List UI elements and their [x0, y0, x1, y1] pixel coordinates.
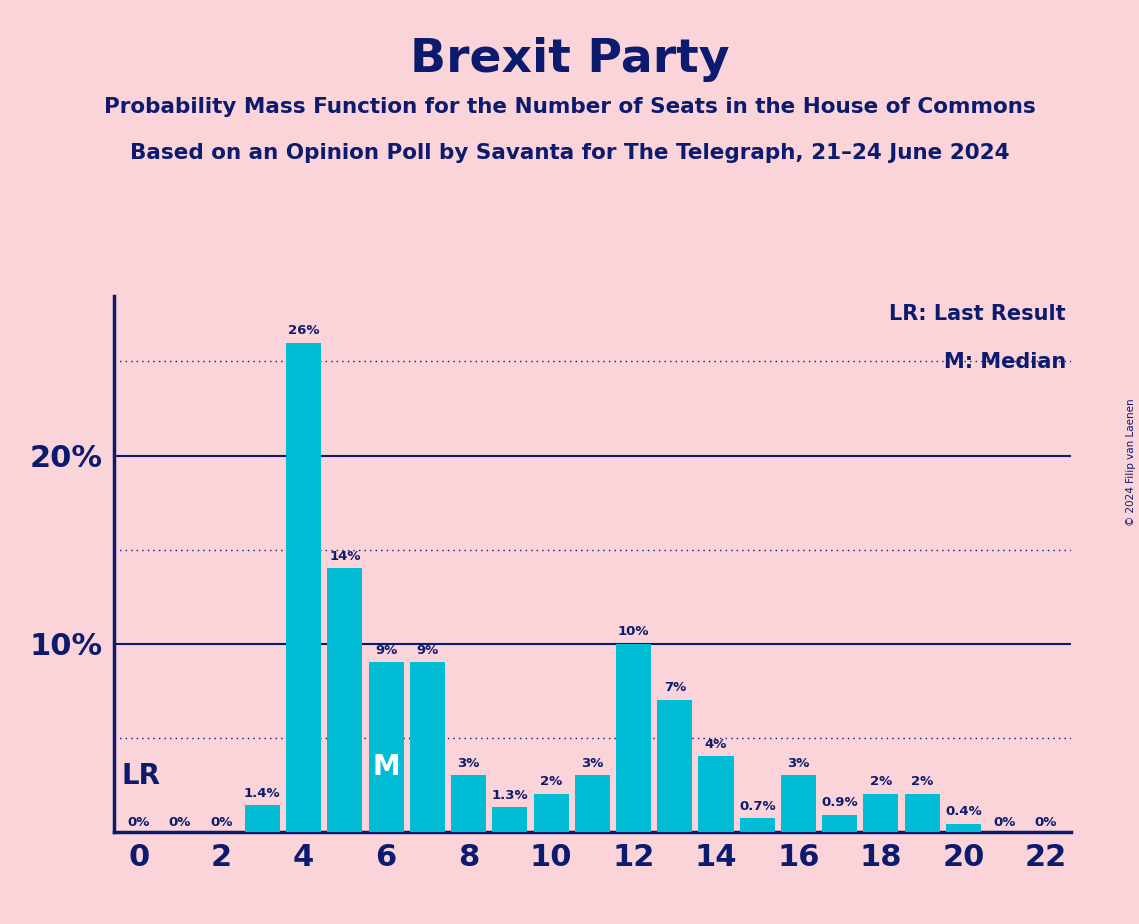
- Text: 9%: 9%: [416, 644, 439, 657]
- Text: Brexit Party: Brexit Party: [410, 37, 729, 82]
- Bar: [945, 824, 981, 832]
- Bar: [492, 808, 527, 832]
- Text: 7%: 7%: [664, 681, 686, 694]
- Text: 0%: 0%: [993, 816, 1016, 829]
- Text: 10%: 10%: [617, 625, 649, 638]
- Text: Based on an Opinion Poll by Savanta for The Telegraph, 21–24 June 2024: Based on an Opinion Poll by Savanta for …: [130, 143, 1009, 164]
- Text: 1.4%: 1.4%: [244, 786, 280, 799]
- Text: 3%: 3%: [787, 757, 810, 770]
- Bar: [410, 663, 445, 832]
- Text: 9%: 9%: [375, 644, 398, 657]
- Bar: [904, 794, 940, 832]
- Text: 0.9%: 0.9%: [821, 796, 858, 809]
- Bar: [822, 815, 858, 832]
- Text: LR: Last Result: LR: Last Result: [890, 304, 1066, 323]
- Bar: [863, 794, 899, 832]
- Text: 0.4%: 0.4%: [945, 806, 982, 819]
- Bar: [781, 775, 816, 832]
- Text: Probability Mass Function for the Number of Seats in the House of Commons: Probability Mass Function for the Number…: [104, 97, 1035, 117]
- Text: 0%: 0%: [128, 816, 150, 829]
- Text: 1.3%: 1.3%: [492, 788, 528, 801]
- Bar: [533, 794, 568, 832]
- Text: 2%: 2%: [870, 775, 892, 788]
- Text: 0%: 0%: [210, 816, 232, 829]
- Text: M: Median: M: Median: [943, 352, 1066, 372]
- Text: 14%: 14%: [329, 550, 361, 563]
- Bar: [698, 757, 734, 832]
- Bar: [369, 663, 403, 832]
- Bar: [616, 643, 652, 832]
- Bar: [657, 700, 693, 832]
- Text: 2%: 2%: [911, 775, 933, 788]
- Text: LR: LR: [122, 762, 161, 790]
- Text: 3%: 3%: [458, 757, 480, 770]
- Bar: [451, 775, 486, 832]
- Text: 2%: 2%: [540, 775, 563, 788]
- Text: 0.7%: 0.7%: [739, 800, 776, 813]
- Text: 3%: 3%: [581, 757, 604, 770]
- Text: 0%: 0%: [1034, 816, 1057, 829]
- Bar: [286, 343, 321, 832]
- Text: 26%: 26%: [288, 324, 319, 337]
- Text: 4%: 4%: [705, 737, 727, 750]
- Bar: [575, 775, 609, 832]
- Text: © 2024 Filip van Laenen: © 2024 Filip van Laenen: [1125, 398, 1136, 526]
- Bar: [327, 568, 362, 832]
- Text: 0%: 0%: [169, 816, 191, 829]
- Text: M: M: [372, 753, 400, 782]
- Bar: [245, 806, 280, 832]
- Bar: [739, 819, 775, 832]
